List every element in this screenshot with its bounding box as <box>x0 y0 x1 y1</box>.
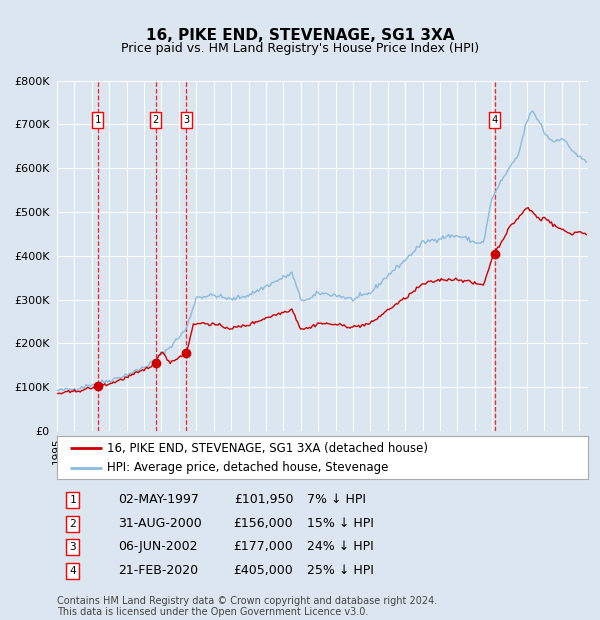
Text: 06-JUN-2002: 06-JUN-2002 <box>118 541 197 554</box>
Text: £405,000: £405,000 <box>233 564 293 577</box>
Text: 16, PIKE END, STEVENAGE, SG1 3XA (detached house): 16, PIKE END, STEVENAGE, SG1 3XA (detach… <box>107 442 428 455</box>
Text: 4: 4 <box>491 115 497 125</box>
Text: 4: 4 <box>70 566 76 576</box>
Text: 15% ↓ HPI: 15% ↓ HPI <box>307 517 373 530</box>
Text: £101,950: £101,950 <box>234 493 293 506</box>
Text: 1: 1 <box>70 495 76 505</box>
Text: 2: 2 <box>152 115 158 125</box>
Text: 3: 3 <box>70 542 76 552</box>
Text: 1: 1 <box>94 115 101 125</box>
Text: 3: 3 <box>183 115 190 125</box>
Text: 21-FEB-2020: 21-FEB-2020 <box>118 564 198 577</box>
Text: 2: 2 <box>70 519 76 529</box>
Text: HPI: Average price, detached house, Stevenage: HPI: Average price, detached house, Stev… <box>107 461 389 474</box>
Text: 25% ↓ HPI: 25% ↓ HPI <box>307 564 373 577</box>
Text: 7% ↓ HPI: 7% ↓ HPI <box>307 493 365 506</box>
Text: £156,000: £156,000 <box>233 517 293 530</box>
Text: Contains HM Land Registry data © Crown copyright and database right 2024.
This d: Contains HM Land Registry data © Crown c… <box>57 596 437 617</box>
Text: Price paid vs. HM Land Registry's House Price Index (HPI): Price paid vs. HM Land Registry's House … <box>121 42 479 55</box>
Text: 31-AUG-2000: 31-AUG-2000 <box>118 517 202 530</box>
Text: 24% ↓ HPI: 24% ↓ HPI <box>307 541 373 554</box>
Text: £177,000: £177,000 <box>233 541 293 554</box>
Text: 16, PIKE END, STEVENAGE, SG1 3XA: 16, PIKE END, STEVENAGE, SG1 3XA <box>146 29 454 43</box>
Text: 02-MAY-1997: 02-MAY-1997 <box>118 493 199 506</box>
